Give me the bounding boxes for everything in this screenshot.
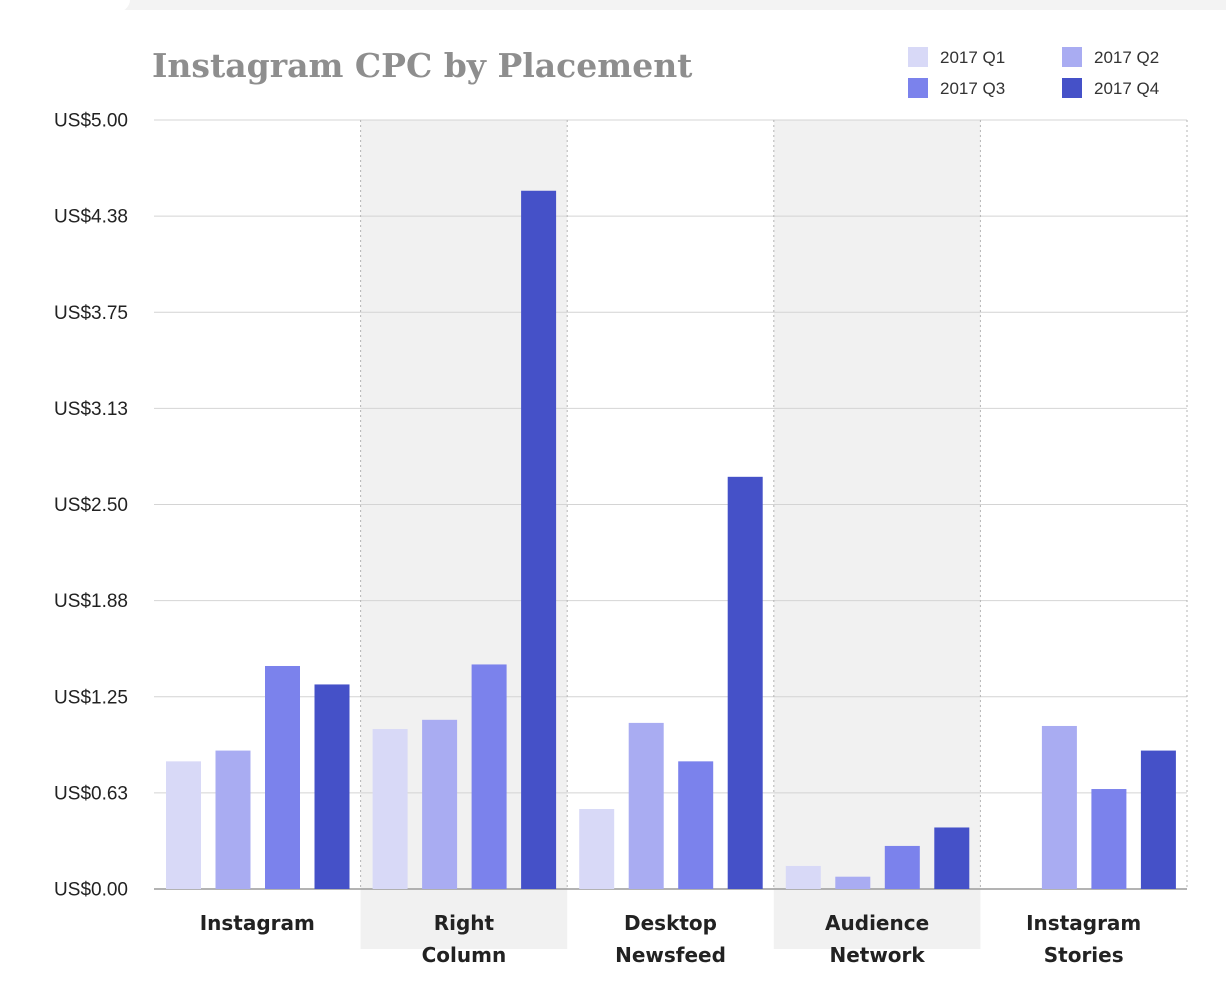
bar (579, 809, 615, 889)
bar (628, 722, 664, 889)
y-tick-label: US$3.13 (54, 399, 128, 420)
chart-title: Instagram CPC by Placement (152, 46, 693, 85)
bar (785, 865, 821, 889)
legend-swatch (908, 78, 928, 98)
legend-label: 2017 Q2 (1094, 48, 1159, 67)
x-category-label: Instagram (200, 911, 315, 935)
y-tick-label: US$0.00 (54, 880, 128, 901)
x-category-label: Stories (1044, 943, 1124, 967)
x-category-label: Column (422, 943, 507, 967)
grid-lines (154, 119, 1188, 890)
y-tick-label: US$3.75 (54, 303, 128, 324)
legend-swatch (1062, 78, 1082, 98)
legend-label: 2017 Q1 (940, 48, 1005, 67)
y-tick-label: US$1.88 (54, 591, 128, 612)
bar (471, 664, 507, 889)
y-tick-label: US$1.25 (54, 687, 128, 708)
x-category-label: Instagram (1026, 911, 1141, 935)
y-axis: US$0.00 US$0.63 US$1.25 US$1.88 US$2.50 US$3.… (54, 111, 128, 901)
bar (265, 665, 300, 889)
bar (422, 719, 458, 889)
legend-item: 2017 Q1 (908, 47, 1005, 67)
legend-swatch (1062, 47, 1082, 67)
y-tick-label: US$4.38 (54, 207, 128, 228)
bar (372, 729, 408, 889)
y-tick-label: US$0.63 (54, 783, 128, 804)
bar (215, 750, 251, 889)
x-category-label: Newsfeed (615, 943, 726, 967)
bar (166, 761, 201, 889)
legend-item: 2017 Q4 (1062, 78, 1159, 98)
legend-item: 2017 Q3 (908, 78, 1005, 98)
y-tick-label: US$5.00 (54, 111, 128, 132)
bar (835, 876, 871, 889)
category-band (773, 120, 981, 949)
legend-label: 2017 Q4 (1094, 79, 1159, 98)
bar (1140, 750, 1176, 889)
bar (314, 684, 350, 889)
top-band (0, 0, 1226, 10)
x-category-label: Right (434, 911, 495, 935)
bar (678, 761, 714, 889)
bar (727, 476, 763, 889)
bar (934, 827, 970, 889)
x-category-label: Network (829, 943, 925, 967)
bar (1091, 789, 1127, 889)
bar (521, 190, 557, 890)
bars (166, 190, 1176, 890)
x-category-label: Desktop (624, 911, 717, 935)
x-category-label: Audience (825, 911, 929, 935)
x-axis: Instagram Right Column Desktop Newsfeed Audie… (200, 911, 1142, 967)
bar (1041, 725, 1077, 889)
legend-label: 2017 Q3 (940, 79, 1005, 98)
legend-item: 2017 Q2 (1062, 47, 1159, 67)
legend-swatch (908, 47, 928, 67)
y-tick-label: US$2.50 (54, 495, 128, 516)
legend: 2017 Q1 2017 Q2 2017 Q3 2017 Q4 (908, 47, 1159, 98)
bar (884, 845, 920, 889)
